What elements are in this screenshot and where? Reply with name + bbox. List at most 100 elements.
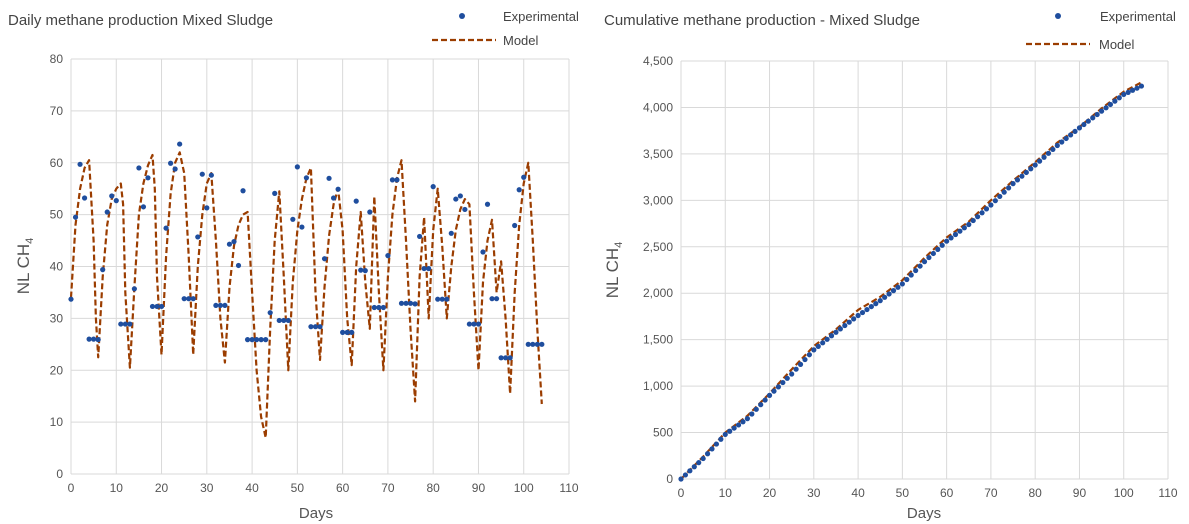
data-point-experimental [713,441,720,447]
data-point-experimental [489,296,495,302]
data-point-experimental [833,329,839,335]
data-point-experimental [851,316,857,322]
data-point-experimental [704,451,711,457]
data-point-experimental [181,296,187,302]
data-point-experimental [780,379,786,386]
data-point-experimental [258,337,264,343]
data-point-experimental [1023,169,1029,176]
data-point-experimental [824,336,830,342]
data-point-experimental [735,422,742,428]
data-point-experimental [530,341,536,347]
data-point-experimental [1068,132,1074,138]
data-point-experimental [1138,83,1145,89]
data-point-experimental [890,288,897,294]
legend-experimental-marker [459,13,465,19]
data-point-experimental [380,304,386,311]
data-point-experimental [988,202,994,208]
series-line-model [680,81,1142,480]
data-point-experimental [439,296,445,302]
data-point-experimental [1032,162,1038,168]
data-point-experimental [873,301,879,307]
data-point-experimental [802,356,808,363]
data-point-experimental [1098,108,1105,114]
data-point-experimental [403,300,409,306]
data-point-experimental [217,302,223,309]
data-point-experimental [430,184,436,190]
data-point-experimental [281,317,287,324]
y-axis-label: NL CH4 [14,238,36,295]
x-tick-label: 20 [155,481,169,495]
y-tick-label: 0 [56,467,63,481]
data-point-experimental [740,419,746,425]
data-point-experimental [1116,95,1122,101]
data-point-experimental [815,343,821,349]
data-point-experimental [299,224,305,230]
data-point-experimental [1001,189,1007,195]
x-tick-label: 100 [1114,486,1134,500]
data-point-experimental [466,321,472,327]
x-tick-label: 60 [940,486,954,500]
data-point-experimental [1090,115,1096,121]
data-point-experimental [507,355,513,361]
data-point-experimental [1045,150,1052,156]
data-point-experimental [276,317,282,324]
data-point-experimental [371,304,377,311]
data-point-experimental [140,204,147,210]
legend: Experimental Model [1026,9,1176,52]
data-point-experimental [136,165,142,171]
y-axis-label-subscript: 4 [613,242,625,248]
data-point-experimental [534,341,540,347]
y-tick-label: 3,000 [643,193,673,207]
data-point-experimental [349,329,355,335]
data-point-experimental [267,310,273,316]
x-tick-label: 10 [719,486,733,500]
data-point-experimental [718,436,724,442]
data-point-experimental [682,472,689,478]
x-tick-label: 30 [807,486,821,500]
data-point-experimental [935,246,941,252]
data-point-experimental [444,296,450,302]
data-point-experimental [285,317,291,324]
data-point-experimental [340,329,346,335]
x-tick-labels: 0 10 20 30 40 50 60 70 80 90 100 110 [678,486,1178,500]
data-point-experimental [1129,87,1136,93]
data-point-experimental [308,324,314,330]
data-point-experimental [828,333,835,339]
data-point-experimental [222,302,228,309]
data-point-experimental [213,302,219,309]
y-tick-label: 10 [50,415,64,429]
data-point-experimental [435,296,441,302]
data-point-experimental [493,296,500,302]
data-point-experimental [475,321,482,327]
data-point-experimental [1019,173,1025,179]
legend-experimental-label: Experimental [1100,9,1176,24]
data-point-experimental [797,361,804,367]
data-point-experimental [100,267,106,273]
data-point-experimental [81,195,88,201]
data-point-experimental [921,259,928,265]
data-point-experimental [784,375,790,381]
x-tick-label: 110 [559,481,578,495]
data-point-experimental [199,171,205,177]
data-point-experimental [868,303,874,310]
data-point-experimental [385,253,391,259]
data-point-experimental [762,397,768,403]
x-axis-label: Days [299,505,333,522]
x-tick-label: 100 [514,481,534,495]
data-point-experimental [145,175,151,181]
data-point-experimental [122,321,128,327]
data-point-experimental [731,425,737,431]
data-point-experimental [254,337,260,343]
y-tick-label: 4,500 [643,54,673,68]
data-point-experimental [1107,101,1114,108]
data-point-experimental [172,166,178,172]
legend: Experimental Model [432,9,579,48]
x-tick-label: 0 [678,486,685,500]
data-point-experimental [886,291,892,297]
data-point-experimental [1006,185,1012,191]
x-tick-label: 50 [291,481,305,495]
data-point-experimental [353,198,359,204]
data-point-experimental [149,303,156,310]
data-point-experimental [1063,135,1069,142]
data-point-experimental [457,193,463,199]
